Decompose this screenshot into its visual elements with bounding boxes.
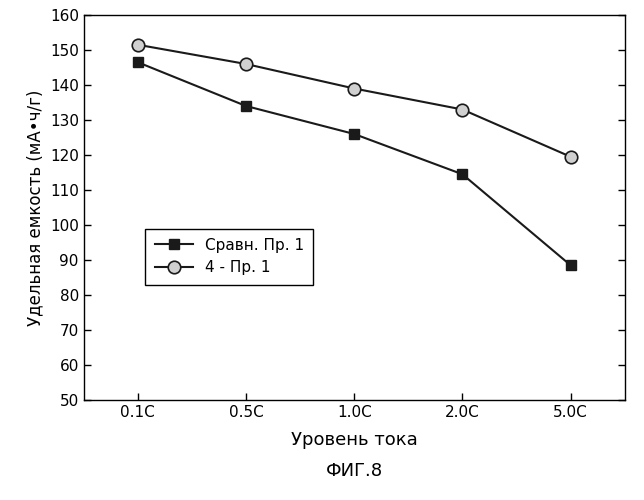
Legend: Сравн. Пр. 1, 4 - Пр. 1: Сравн. Пр. 1, 4 - Пр. 1	[146, 228, 314, 284]
4 - Пр. 1	[459, 106, 466, 112]
Сравн. Пр. 1	[242, 103, 250, 109]
Сравн. Пр. 1	[350, 131, 358, 137]
X-axis label: Уровень тока: Уровень тока	[291, 431, 417, 449]
Сравн. Пр. 1	[567, 262, 574, 268]
Text: ФИГ.8: ФИГ.8	[326, 462, 383, 480]
Сравн. Пр. 1	[459, 171, 466, 177]
Y-axis label: Удельная емкость (мА•ч/г): Удельная емкость (мА•ч/г)	[26, 90, 44, 326]
4 - Пр. 1	[242, 61, 250, 67]
4 - Пр. 1	[350, 86, 358, 91]
4 - Пр. 1	[134, 42, 142, 48]
Сравн. Пр. 1	[134, 59, 142, 65]
Line: 4 - Пр. 1: 4 - Пр. 1	[131, 38, 577, 163]
Line: Сравн. Пр. 1: Сравн. Пр. 1	[133, 58, 576, 270]
4 - Пр. 1	[567, 154, 574, 160]
